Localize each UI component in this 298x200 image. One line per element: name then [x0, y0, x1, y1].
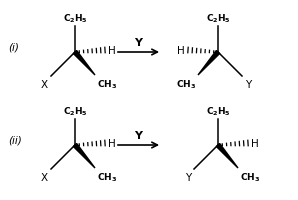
Text: $\mathbf{CH_3}$: $\mathbf{CH_3}$ [97, 171, 117, 184]
Text: $\mathbf{CH_3}$: $\mathbf{CH_3}$ [97, 79, 117, 91]
Text: X: X [41, 80, 48, 90]
Text: Y: Y [185, 172, 191, 182]
Text: Y: Y [134, 130, 142, 140]
Text: H: H [177, 46, 185, 56]
Text: $\mathbf{C_2H_5}$: $\mathbf{C_2H_5}$ [63, 12, 87, 25]
Text: Y: Y [245, 80, 251, 90]
Text: $\mathbf{CH_3}$: $\mathbf{CH_3}$ [240, 171, 260, 184]
Polygon shape [198, 51, 220, 76]
Polygon shape [216, 144, 238, 168]
Polygon shape [73, 144, 95, 168]
Text: $\mathbf{C_2H_5}$: $\mathbf{C_2H_5}$ [206, 105, 230, 117]
Text: $\mathbf{CH_3}$: $\mathbf{CH_3}$ [176, 79, 196, 91]
Text: (i): (i) [8, 43, 19, 53]
Text: X: X [41, 172, 48, 182]
Text: $\mathbf{C_2H_5}$: $\mathbf{C_2H_5}$ [206, 12, 230, 25]
Text: $\mathbf{C_2H_5}$: $\mathbf{C_2H_5}$ [63, 105, 87, 117]
Text: (ii): (ii) [8, 135, 22, 145]
Text: H: H [108, 46, 116, 56]
Text: Y: Y [134, 38, 142, 48]
Text: H: H [251, 138, 259, 148]
Polygon shape [73, 51, 95, 76]
Text: H: H [108, 138, 116, 148]
